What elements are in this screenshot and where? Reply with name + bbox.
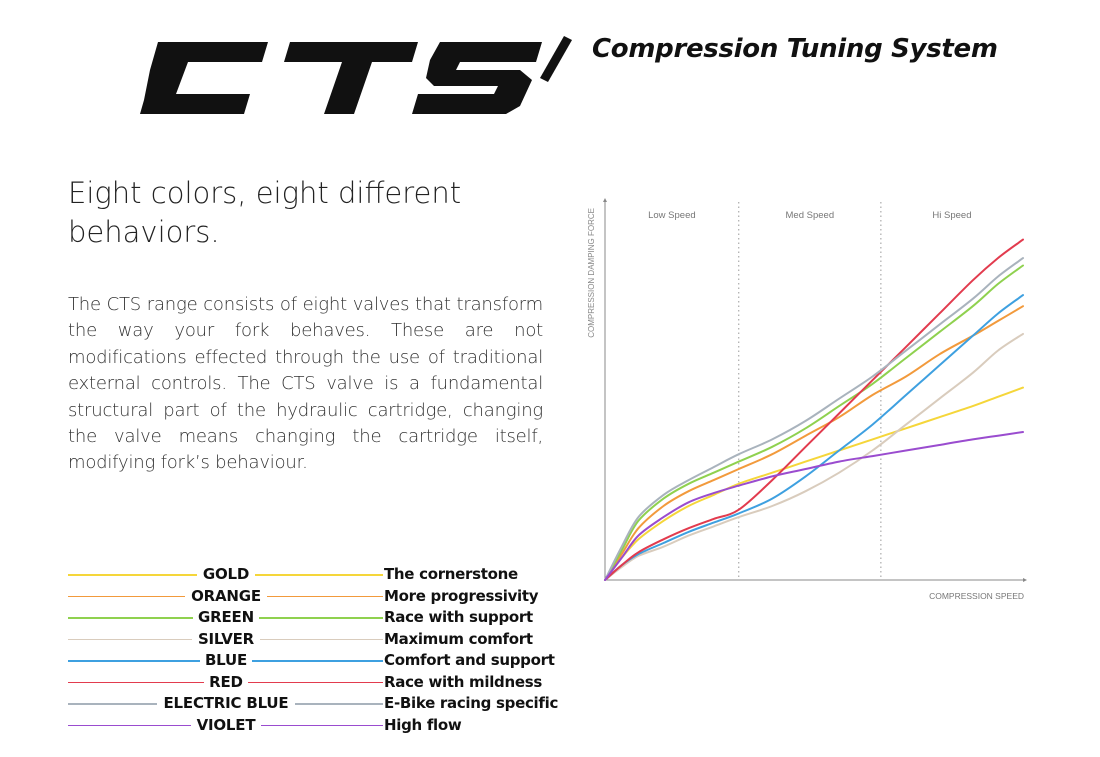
series-line-silver: [604, 332, 1024, 581]
series-line-green: [604, 264, 1024, 581]
series-line-gold: [604, 386, 1024, 581]
cts-logo: [140, 36, 572, 114]
legend-line-left: [68, 574, 198, 576]
legend-row: VIOLET High flow: [0, 715, 1100, 737]
region-label: Med Speed: [786, 210, 835, 221]
region-label: Low Speed: [648, 210, 696, 221]
legend-line-right: [252, 660, 383, 662]
legend-valve-name: GREEN: [198, 608, 254, 626]
legend-valve-name: SILVER: [197, 629, 255, 648]
legend-line-right: [294, 703, 383, 705]
legend-line-right: [248, 681, 383, 683]
legend-valve-name: VIOLET: [196, 715, 256, 734]
legend-valve-name: ORANGE: [191, 586, 261, 605]
legend-valve-description: Comfort and support: [384, 651, 555, 669]
legend-valve-name: ELECTRIC BLUE: [163, 694, 289, 712]
series-line-blue: [604, 294, 1024, 581]
legend-row: BLUE Comfort and support: [0, 650, 1100, 672]
legend-line-left: [68, 681, 204, 683]
series-line-violet: [604, 431, 1024, 581]
legend-valve-description: Race with support: [384, 608, 533, 626]
legend-valve-description: High flow: [384, 715, 462, 734]
legend-line-left: [68, 724, 191, 726]
page-subtitle: Compression Tuning System: [592, 34, 998, 64]
y-axis-arrow: [603, 198, 607, 202]
legend-line-right: [260, 724, 383, 726]
legend-line-right: [259, 617, 383, 619]
legend-valve-name: BLUE: [204, 651, 248, 669]
legend-valve-description: Race with mildness: [384, 672, 542, 691]
region-label: Hi Speed: [932, 210, 971, 221]
legend-line-left: [68, 638, 193, 640]
headline: Eight colors, eight different behaviors.: [68, 176, 462, 249]
legend-line-right: [254, 574, 383, 576]
legend-line-left: [68, 617, 193, 619]
legend-row: RED Race with mildness: [0, 672, 1100, 694]
series-line-electric-blue: [604, 257, 1024, 581]
legend-line-left: [68, 595, 186, 597]
y-axis-label: COMPRESSION DAMPING FORCE: [587, 208, 596, 338]
x-axis-label: COMPRESSION SPEED: [929, 591, 1024, 601]
legend-line-right: [259, 638, 383, 640]
legend-line-left: [68, 660, 200, 662]
legend-line-left: [68, 703, 158, 705]
legend-valve-description: More progressivity: [384, 586, 539, 605]
body-paragraph: The CTS range consists of eight valves t…: [68, 294, 543, 474]
legend-line-right: [266, 595, 383, 597]
legend-valve-name: RED: [209, 672, 243, 691]
series-line-orange: [604, 305, 1024, 581]
legend-row: ELECTRIC BLUE E-Bike racing specific: [0, 693, 1100, 715]
x-axis-arrow: [1023, 578, 1027, 582]
legend-valve-name: GOLD: [202, 565, 250, 583]
damping-chart: Low Speed Med Speed Hi Speed COMPRESSION SP…: [587, 198, 1027, 601]
series-line-red: [604, 238, 1024, 581]
legend-valve-description: E-Bike racing specific: [384, 694, 559, 712]
legend-valve-description: Maximum comfort: [384, 629, 533, 648]
legend-valve-description: The cornerstone: [384, 565, 518, 583]
legend-row: SILVER Maximum comfort: [0, 629, 1100, 651]
legend-row: GREEN Race with support: [0, 607, 1100, 629]
